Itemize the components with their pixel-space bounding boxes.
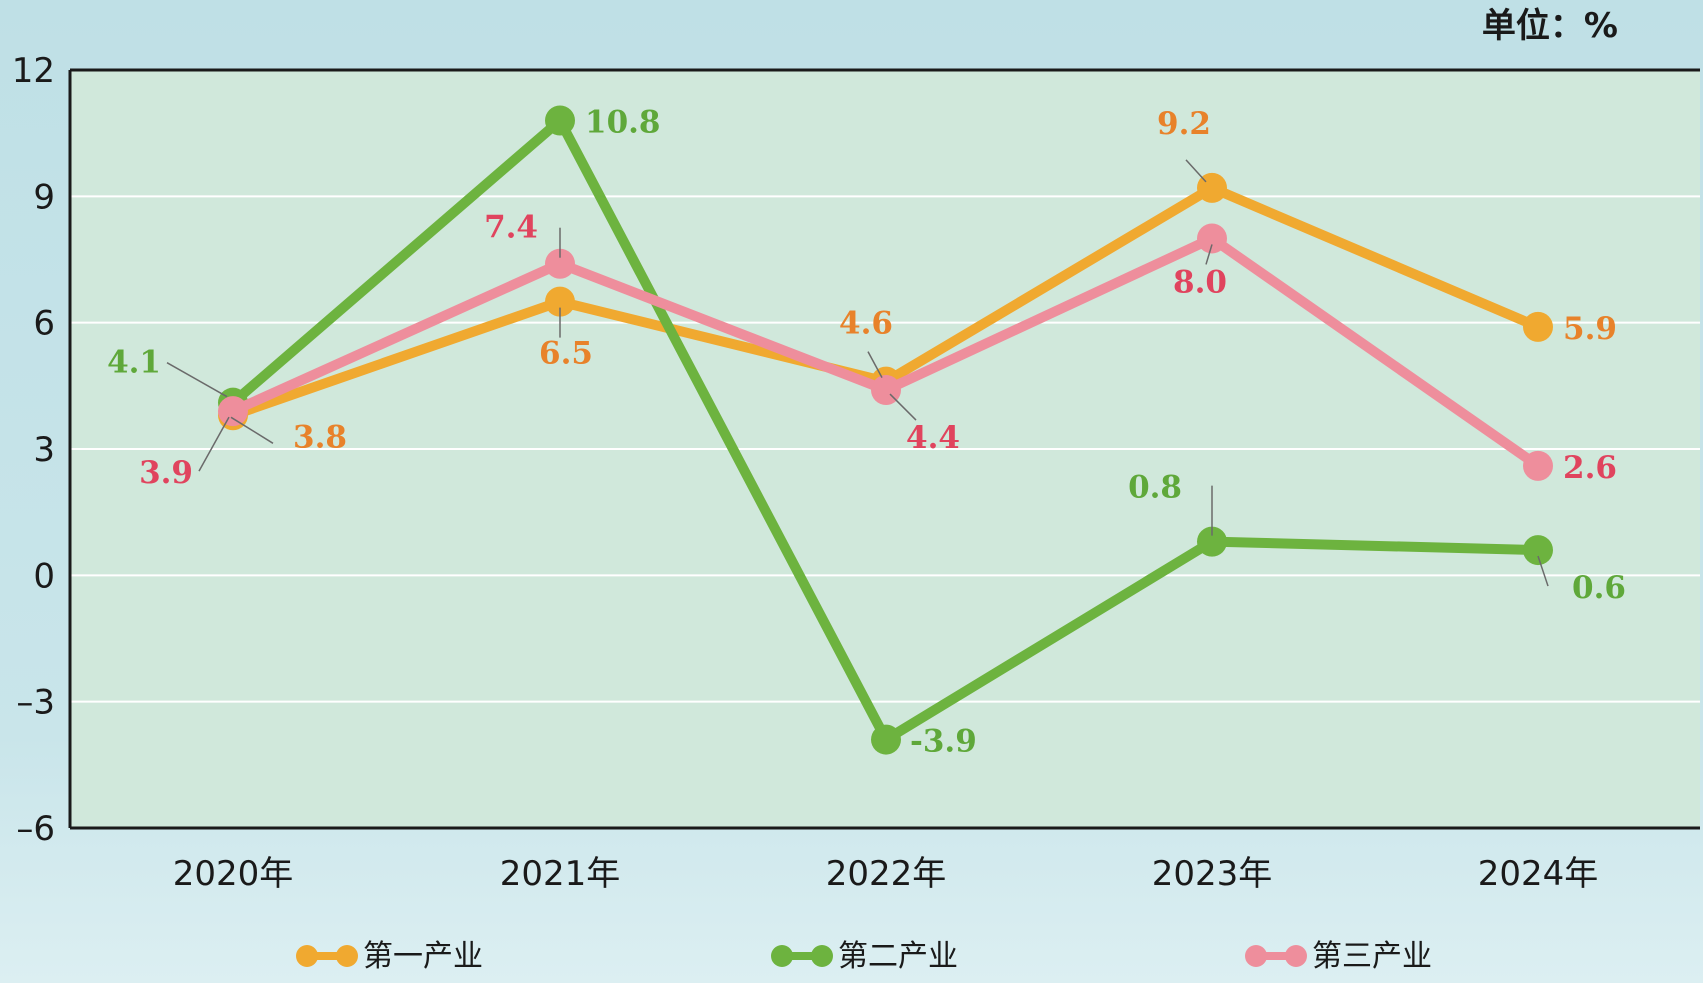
data-point	[218, 396, 248, 427]
series-3	[218, 223, 1553, 481]
data-label: 0.6	[1572, 570, 1626, 606]
data-point	[871, 724, 901, 755]
data-point	[545, 105, 575, 136]
y-tick-label: –3	[16, 683, 55, 723]
data-label: 6.5	[539, 336, 593, 372]
legend-label: 第一产业	[363, 939, 483, 974]
leader-line	[230, 416, 274, 444]
data-label: 2.6	[1563, 450, 1617, 486]
data-label: 7.4	[484, 210, 538, 246]
x-tick-label: 2024年	[1478, 854, 1599, 894]
data-labels: 3.8 6.5 4.6 9.2 5.9 4.1 10.8 -3.9 0.8 0.6 3.9 7.4 4.…	[107, 105, 1626, 760]
data-label: 3.9	[139, 455, 193, 491]
data-point	[1197, 223, 1227, 254]
data-label: 4.4	[906, 420, 960, 456]
series-lines	[218, 105, 1553, 755]
x-tick-labels: 2020年 2021年 2022年 2023年 2024年	[173, 854, 1599, 894]
data-label: 9.2	[1157, 106, 1211, 142]
legend-marker	[1285, 945, 1307, 967]
data-point	[1523, 311, 1553, 342]
x-tick-label: 2020年	[173, 854, 294, 894]
data-label: 0.8	[1128, 470, 1182, 506]
data-label: 3.8	[293, 419, 347, 455]
data-label: 10.8	[585, 105, 661, 141]
data-point	[1197, 526, 1227, 557]
grid-lines	[70, 195, 1700, 703]
leader-line	[1537, 555, 1549, 587]
leader-line	[1205, 244, 1213, 265]
legend-marker	[336, 945, 358, 967]
y-tick-label: 9	[33, 177, 55, 217]
y-tick-label: 12	[12, 51, 55, 91]
leader-line	[889, 393, 917, 421]
data-point	[1523, 450, 1553, 481]
legend-label: 第二产业	[838, 939, 958, 974]
data-point	[545, 248, 575, 279]
legend-label: 第三产业	[1312, 939, 1432, 974]
data-label: -3.9	[910, 724, 977, 760]
y-tick-labels: 12 9 6 3 0 –3 –6	[12, 51, 55, 849]
legend: 第一产业 第二产业 第三产业	[296, 939, 1432, 974]
data-label: 4.6	[839, 306, 893, 342]
x-tick-label: 2022年	[826, 854, 947, 894]
data-label: 5.9	[1563, 311, 1617, 347]
legend-marker	[1245, 945, 1267, 967]
data-point	[1523, 535, 1553, 566]
legend-marker	[811, 945, 833, 967]
axes	[68, 68, 1700, 830]
data-label: 4.1	[107, 345, 161, 381]
legend-marker	[771, 945, 793, 967]
leader-line	[1185, 159, 1207, 183]
leader-line	[867, 351, 883, 378]
y-tick-label: 0	[33, 556, 55, 596]
unit-label: 单位：%	[1482, 6, 1618, 46]
x-tick-label: 2023年	[1152, 854, 1273, 894]
y-tick-label: 6	[33, 304, 55, 344]
legend-marker	[296, 945, 318, 967]
y-tick-label: –6	[16, 809, 55, 849]
legend-item-1: 第一产业	[296, 939, 483, 974]
data-label: 8.0	[1173, 264, 1227, 300]
leader-line	[166, 362, 228, 398]
y-tick-label: 3	[33, 430, 55, 470]
label-leader-lines	[166, 159, 1549, 587]
data-point	[545, 286, 575, 317]
legend-item-3: 第三产业	[1245, 939, 1432, 974]
legend-item-2: 第二产业	[771, 939, 958, 974]
x-tick-label: 2021年	[500, 854, 621, 894]
leader-line	[198, 416, 230, 472]
